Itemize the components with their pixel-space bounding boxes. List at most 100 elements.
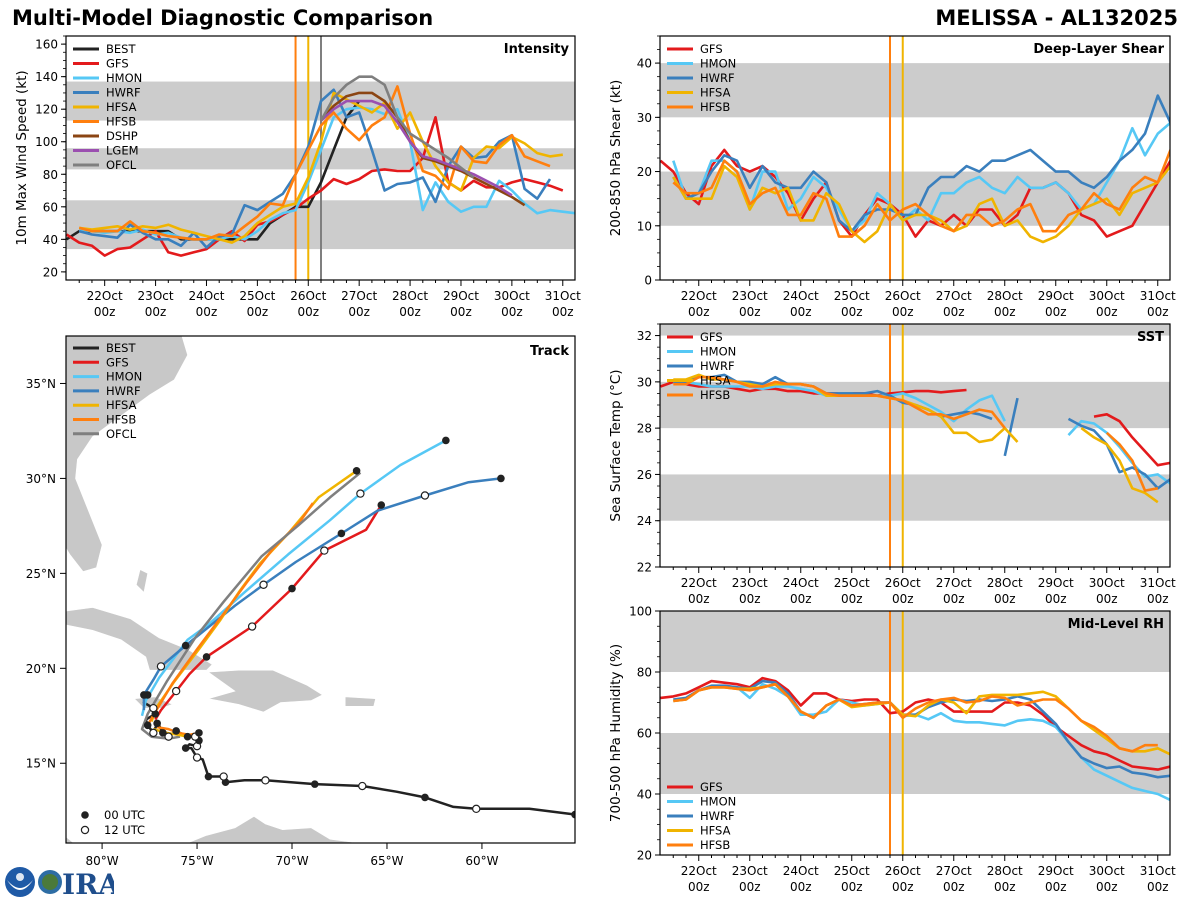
- x-tick-sublabel: 00z: [994, 880, 1016, 894]
- x-tick-label: 23Oct: [732, 576, 768, 590]
- legend-item-gfs: GFS: [667, 42, 723, 56]
- legend-item-hwrf: HWRF: [667, 809, 735, 823]
- lat-tick-label: 30°N: [26, 472, 56, 486]
- track-marker-12utc: [247, 622, 257, 631]
- land-puerto-rico: [344, 696, 376, 707]
- legend-label: OFCL: [106, 427, 137, 441]
- track-line-hwrf: [142, 477, 502, 711]
- x-tick-label: 22Oct: [681, 576, 717, 590]
- x-tick-sublabel: 00z: [943, 592, 965, 606]
- chart-title: Deep-Layer Shear: [1033, 42, 1164, 57]
- x-tick-sublabel: 00z: [739, 880, 761, 894]
- y-tick-label: 10: [637, 219, 652, 233]
- x-tick-label: 28Oct: [392, 289, 428, 303]
- y-tick-label: 20: [637, 165, 652, 179]
- track-marker-00utc: [140, 691, 148, 699]
- shaded-band: [660, 63, 1170, 118]
- legend-item-ofcl: OFCL: [73, 158, 137, 172]
- y-tick-label: 40: [43, 233, 58, 247]
- legend-label: DSHP: [106, 129, 138, 143]
- x-tick-sublabel: 00z: [94, 305, 116, 319]
- x-tick-sublabel: 00z: [1147, 880, 1169, 894]
- y-tick-label: 120: [35, 103, 58, 117]
- y-tick-label: 32: [637, 329, 652, 343]
- x-tick-sublabel: 00z: [399, 305, 421, 319]
- lon-tick-label: 75°W: [180, 854, 213, 868]
- series-line-hfsb: [78, 85, 551, 241]
- x-tick-label: 31Oct: [1140, 864, 1176, 878]
- marker-legend-label: 12 UTC: [104, 823, 145, 837]
- x-tick-sublabel: 00z: [1045, 880, 1067, 894]
- series-line-hfsa: [79, 91, 563, 244]
- track-map: 80°W 75°W 70°W 65°W 60°W 15°N 20°N 25°N 30°N 35°N…: [26, 335, 576, 868]
- cira-wordmark-icon: IRA: [38, 868, 114, 898]
- x-tick-label: 24Oct: [188, 289, 224, 303]
- series-line-gfs: [660, 148, 1170, 238]
- shaded-band: [660, 171, 1170, 226]
- track-marker-00utc: [442, 436, 450, 445]
- legend-label: LGEM: [106, 144, 139, 158]
- legend-label: GFS: [700, 42, 723, 56]
- legend-label: OFCL: [106, 158, 137, 172]
- series-line-hwrf: [1003, 397, 1019, 457]
- x-tick-label: 30Oct: [494, 289, 530, 303]
- track-line-hmon: [140, 439, 447, 717]
- y-tick-label: 0: [644, 274, 652, 288]
- legend-label: GFS: [700, 780, 723, 794]
- y-axis-label: 700-500 hPa Humidity (%): [608, 644, 624, 822]
- legend-label: HWRF: [106, 384, 141, 398]
- legend-label: HMON: [700, 57, 736, 71]
- y-tick-label: 100: [629, 605, 652, 619]
- series-line-dshp: [320, 91, 526, 207]
- x-tick-sublabel: 00z: [145, 305, 167, 319]
- x-tick-label: 31Oct: [1140, 289, 1176, 303]
- legend-item-gfs: GFS: [667, 780, 723, 794]
- chart-title: Intensity: [504, 42, 570, 57]
- track-marker-12utc: [320, 546, 329, 555]
- legend-label: HFSA: [700, 86, 731, 100]
- x-tick-sublabel: 00z: [348, 305, 370, 319]
- x-tick-label: 29Oct: [1038, 576, 1074, 590]
- track-marker-12utc: [358, 781, 367, 791]
- x-tick-label: 25Oct: [834, 289, 870, 303]
- svg-text:IRA: IRA: [62, 868, 114, 898]
- x-tick-sublabel: 00z: [994, 305, 1016, 319]
- legend-label: HWRF: [700, 71, 735, 85]
- x-tick-label: 31Oct: [545, 289, 581, 303]
- x-tick-sublabel: 00z: [1096, 592, 1118, 606]
- land-central-america: [66, 836, 75, 843]
- legend-label: BEST: [106, 42, 136, 56]
- track-marker-00utc: [181, 744, 190, 752]
- track-marker-00utc: [143, 721, 152, 730]
- y-tick-label: 40: [637, 57, 652, 71]
- legend-label: HMON: [700, 345, 736, 359]
- track-marker-00utc: [421, 793, 429, 802]
- x-tick-label: 28Oct: [987, 289, 1023, 303]
- y-axis-label: Sea Surface Temp (°C): [608, 369, 624, 521]
- track-marker-12utc: [356, 489, 365, 498]
- track-marker-00utc: [571, 810, 575, 819]
- x-tick-label: 27Oct: [341, 289, 377, 303]
- series-line-hfsa: [1080, 427, 1159, 504]
- plot-frame: [659, 323, 1171, 568]
- x-tick-sublabel: 00z: [247, 305, 269, 319]
- legend-item-hmon: HMON: [73, 370, 142, 384]
- x-tick-sublabel: 00z: [501, 305, 523, 319]
- x-tick-label: 26Oct: [885, 289, 921, 303]
- x-tick-label: 29Oct: [1038, 289, 1074, 303]
- track-line-best: [142, 694, 575, 816]
- legend-item-best: BEST: [73, 341, 136, 355]
- lat-tick-label: 20°N: [26, 662, 56, 676]
- legend-item-hwrf: HWRF: [73, 86, 141, 100]
- intensity-chart: 20 40 60 80 100 120 140 160 22Oct 00z 23Oct 00z 24Oc…: [14, 35, 581, 319]
- legend-item-ofcl: OFCL: [73, 427, 137, 441]
- y-tick-label: 30: [637, 111, 652, 125]
- track-marker-00utc: [204, 772, 213, 781]
- cira-logo: IRA: [5, 867, 114, 898]
- legend-item-hfsa: HFSA: [73, 398, 137, 412]
- x-tick-label: 25Oct: [834, 864, 870, 878]
- y-tick-label: 60: [43, 200, 58, 214]
- track-marker-00utc: [377, 501, 386, 509]
- x-tick-label: 29Oct: [1038, 864, 1074, 878]
